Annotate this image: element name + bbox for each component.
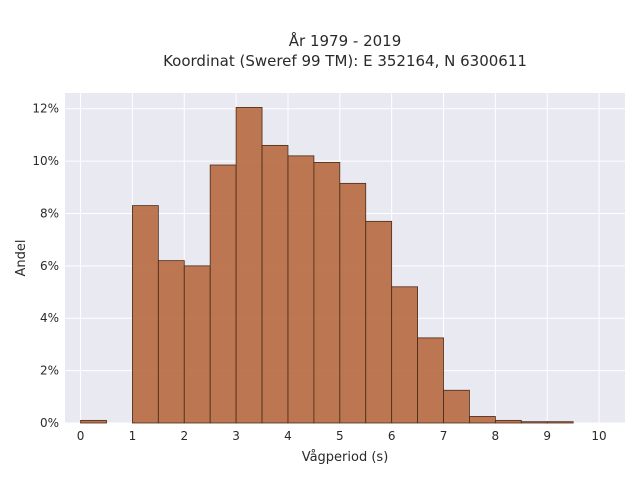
x-tick-label: 0 <box>77 429 85 443</box>
x-tick-label: 1 <box>129 429 137 443</box>
x-tick-label: 10 <box>591 429 606 443</box>
y-axis-label: Andel <box>14 240 29 277</box>
histogram-bar <box>494 419 522 424</box>
histogram-bar <box>417 337 444 424</box>
histogram-bar <box>235 107 263 424</box>
x-tick-label: 7 <box>440 429 448 443</box>
histogram-bar <box>391 286 418 424</box>
x-tick-label: 2 <box>180 429 188 443</box>
histogram-bars <box>80 107 574 424</box>
x-tick-label: 5 <box>336 429 344 443</box>
histogram-bar <box>339 182 367 424</box>
x-tick-label: 8 <box>492 429 500 443</box>
histogram-bar <box>287 155 315 424</box>
y-tick-label: 10% <box>32 154 59 168</box>
x-axis-label: Vågperiod (s) <box>302 450 389 465</box>
x-tick-label: 6 <box>388 429 396 443</box>
x-tick-label: 4 <box>284 429 292 443</box>
histogram-bar <box>132 205 159 424</box>
y-tick-label: 4% <box>40 311 59 325</box>
histogram-bar <box>209 164 237 424</box>
y-tick-label: 0% <box>40 416 59 430</box>
histogram-bar <box>546 421 574 424</box>
histogram-bar <box>443 389 470 424</box>
y-tick-label: 8% <box>40 206 59 220</box>
x-tick-label: 3 <box>232 429 240 443</box>
histogram-bar <box>365 220 393 424</box>
x-axis-ticks: 0 1 2 3 4 5 6 7 8 9 10 <box>77 429 607 443</box>
y-axis-ticks: 0% 2% 4% 6% 8% 10% 12% <box>32 102 59 430</box>
x-tick-label: 9 <box>543 429 551 443</box>
histogram-bar <box>157 260 185 424</box>
histogram-bar <box>313 162 341 424</box>
y-tick-label: 6% <box>40 259 59 273</box>
chart-title-line-2: Koordinat (Sweref 99 TM): E 352164, N 63… <box>163 52 527 70</box>
histogram-bar <box>183 265 211 424</box>
histogram-bar <box>80 419 107 424</box>
chart-title-line-1: År 1979 - 2019 <box>289 31 402 50</box>
histogram-bar <box>520 421 548 424</box>
histogram-bar <box>469 416 496 424</box>
histogram-bar <box>261 144 289 424</box>
y-tick-label: 12% <box>32 102 59 116</box>
y-tick-label: 2% <box>40 364 59 378</box>
